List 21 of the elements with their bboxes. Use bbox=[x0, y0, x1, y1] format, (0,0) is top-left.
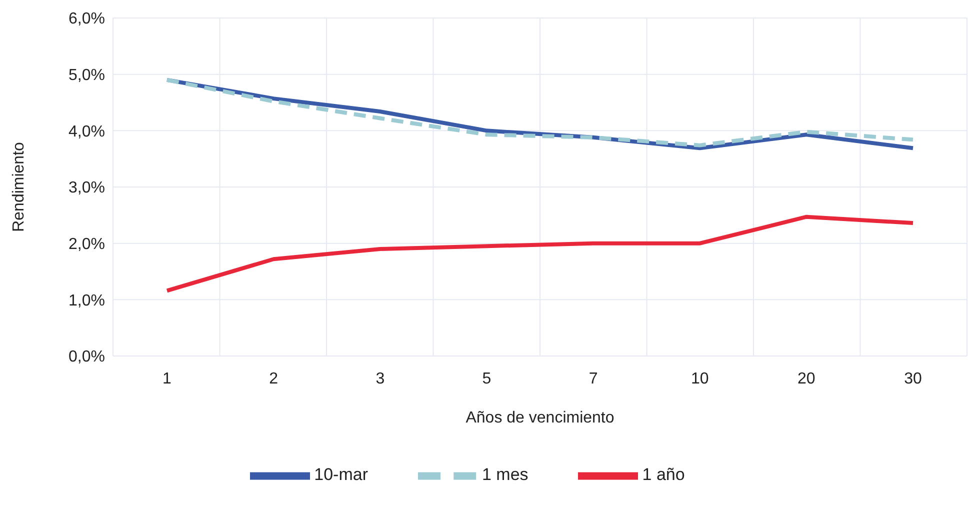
x-tick-label: 5 bbox=[482, 370, 492, 388]
x-tick-label: 1 bbox=[162, 370, 172, 388]
legend-label: 1 año bbox=[642, 465, 685, 484]
legend-label: 10-mar bbox=[314, 465, 368, 484]
x-tick-label: 2 bbox=[269, 370, 278, 388]
x-tick-label: 3 bbox=[376, 370, 385, 388]
x-tick-label: 20 bbox=[798, 370, 816, 388]
y-tick-label: 5,0% bbox=[68, 67, 105, 84]
y-tick-label: 3,0% bbox=[68, 180, 105, 197]
x-tick-label: 10 bbox=[690, 370, 709, 388]
x-tick-label: 7 bbox=[588, 370, 598, 388]
line-series bbox=[165, 214, 915, 293]
legend-label: 1 mes bbox=[482, 465, 528, 484]
y-tick-label: 6,0% bbox=[68, 10, 105, 28]
x-axis-title: Años de vencimiento bbox=[466, 409, 614, 426]
y-tick-label: 0,0% bbox=[68, 348, 105, 366]
y-tick-label: 4,0% bbox=[68, 123, 105, 140]
x-tick-label: 30 bbox=[904, 370, 922, 388]
y-axis-title: Rendimiento bbox=[10, 142, 28, 232]
y-tick-label: 1,0% bbox=[68, 292, 105, 310]
y-tick-label: 2,0% bbox=[68, 236, 105, 254]
